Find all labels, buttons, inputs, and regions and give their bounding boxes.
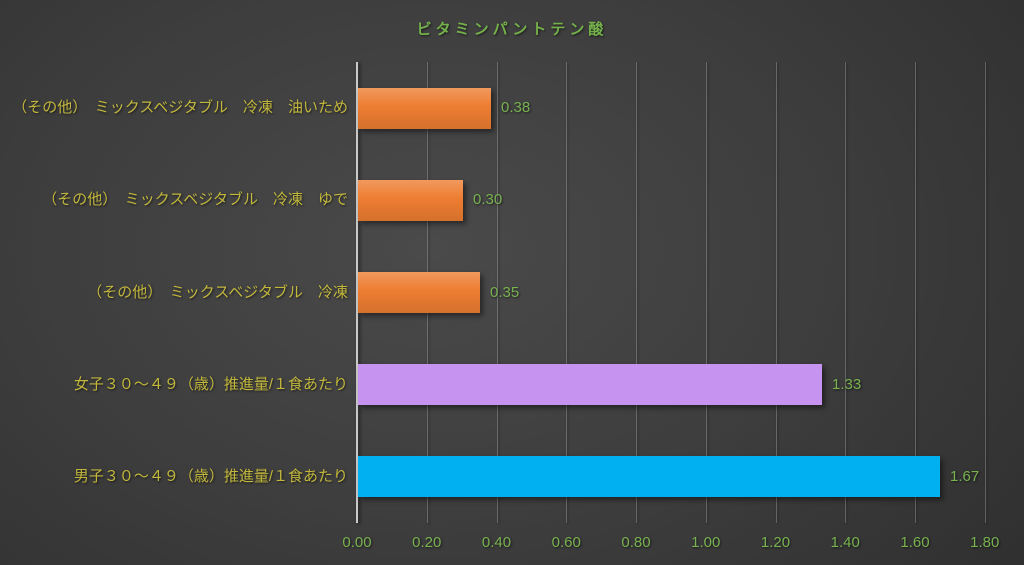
- x-axis-tick-label: 0.20: [412, 534, 442, 551]
- x-gridline: [775, 62, 777, 523]
- category-label: 女子３０～４９（歳）推進量/１食あたり: [73, 376, 348, 393]
- x-axis-tick-label: 0.60: [551, 534, 581, 551]
- category-label: 男子３０～４９（歳）推進量/１食あたり: [73, 468, 348, 485]
- chart-title: ビタミンパントテン酸: [416, 21, 608, 38]
- x-gridline: [636, 62, 637, 523]
- x-axis-tick-label: 0.80: [621, 534, 651, 551]
- x-gridline: [845, 62, 847, 523]
- category-label: （その他） ミックスベジタブル 冷凍 油いため: [12, 99, 348, 116]
- data-value-label: 0.30: [473, 191, 503, 208]
- x-axis-tick-label: 1.40: [830, 534, 860, 551]
- data-value-label: 1.67: [950, 468, 980, 485]
- x-axis-tick-label: 0.00: [342, 534, 372, 551]
- category-label: （その他） ミックスベジタブル 冷凍: [87, 284, 348, 301]
- category-label: （その他） ミックスベジタブル 冷凍 ゆで: [42, 191, 348, 208]
- x-gridline: [915, 62, 916, 523]
- x-gridline: [496, 62, 498, 523]
- data-value-label: 1.33: [832, 376, 862, 393]
- x-axis-tick-label: 1.80: [970, 534, 1000, 551]
- data-value-label: 0.35: [490, 284, 520, 301]
- data-bar: [358, 180, 463, 221]
- x-gridline: [984, 62, 986, 523]
- data-value-label: 0.38: [501, 99, 531, 116]
- data-bar: [358, 456, 940, 497]
- x-axis-tick-label: 1.20: [760, 534, 791, 551]
- x-axis-tick-label: 1.60: [900, 534, 930, 551]
- x-gridline: [705, 62, 707, 523]
- data-bar: [358, 272, 480, 313]
- y-axis-line: [356, 62, 358, 523]
- x-axis-tick-label: 1.00: [691, 534, 721, 551]
- data-bar: [358, 364, 822, 405]
- data-bar: [358, 88, 491, 129]
- x-gridline: [566, 62, 568, 523]
- x-axis-tick-label: 0.40: [481, 534, 512, 551]
